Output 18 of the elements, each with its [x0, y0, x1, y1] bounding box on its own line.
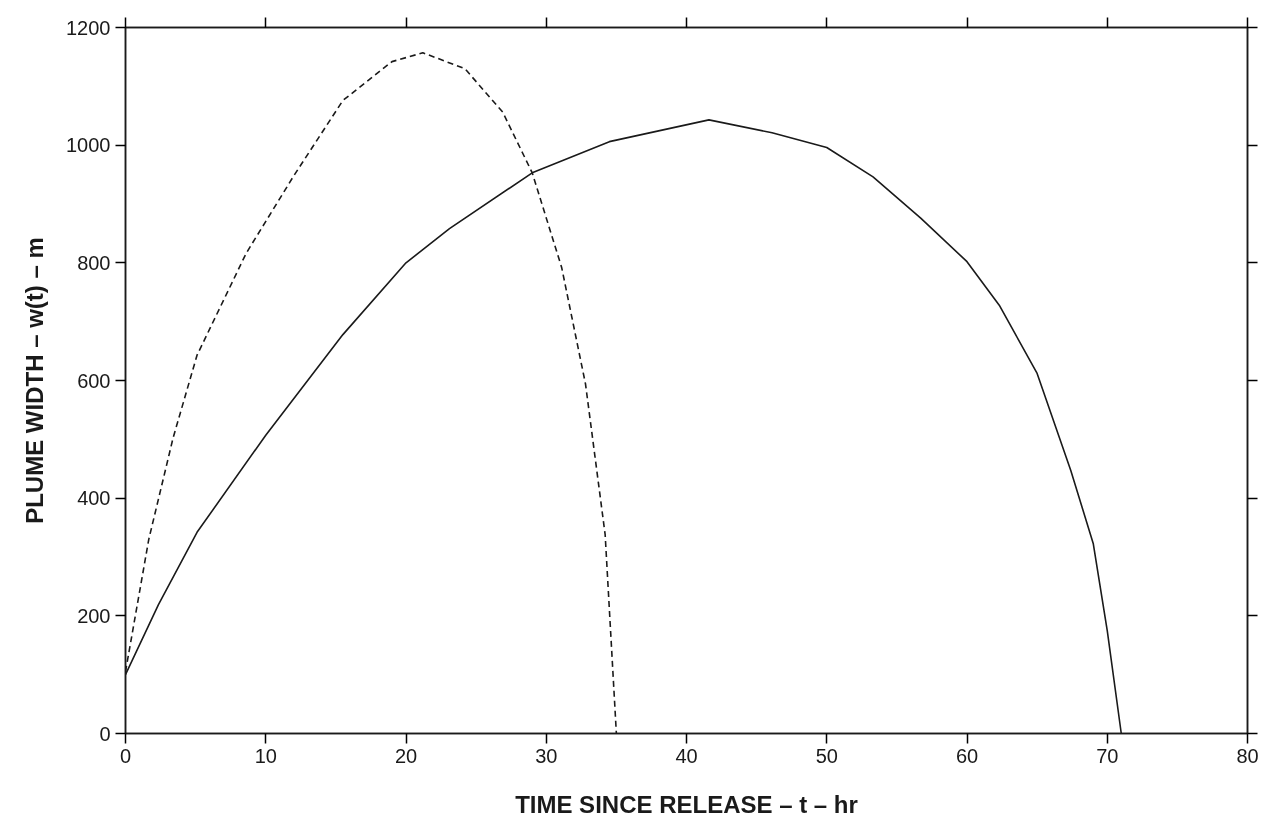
- y-tick-label: 200: [77, 604, 111, 627]
- y-tick-label: 800: [77, 251, 111, 274]
- y-tick-label: 600: [77, 369, 111, 392]
- y-axis-title: PLUME WIDTH – w(t) – m: [21, 237, 49, 524]
- x-axis-title: TIME SINCE RELEASE – t – hr: [515, 790, 858, 818]
- x-tick-label: 40: [675, 744, 698, 767]
- y-tick-label: 1200: [66, 16, 111, 39]
- x-tick-label: 70: [1096, 744, 1119, 767]
- y-tick-label: 0: [99, 722, 111, 745]
- y-tick-label: 1000: [66, 134, 111, 157]
- x-tick-label: 30: [535, 744, 558, 767]
- x-tick-label: 10: [254, 744, 277, 767]
- x-tick-label: 60: [955, 744, 979, 767]
- x-tick-label: 0: [119, 744, 132, 767]
- x-tick-label: 80: [1236, 744, 1259, 767]
- x-tick-label: 20: [394, 744, 418, 767]
- y-tick-label: 400: [77, 487, 111, 510]
- x-tick-label: 50: [815, 744, 838, 767]
